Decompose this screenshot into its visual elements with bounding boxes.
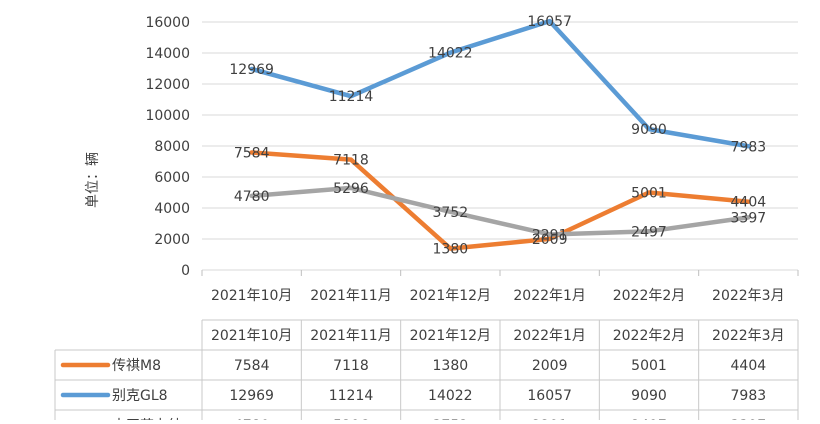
table-cell: 11214	[329, 388, 374, 404]
table-cell: 9090	[631, 388, 667, 404]
table-header-cell: 2022年2月	[613, 328, 686, 344]
y-tick-label: 8000	[154, 139, 190, 155]
data-label: 7983	[731, 139, 767, 155]
table-cell: 16057	[527, 388, 572, 404]
table-cell: 14022	[428, 388, 473, 404]
y-tick-label: 0	[181, 263, 190, 279]
table-cell: 1380	[433, 358, 469, 374]
data-label: 3752	[433, 205, 469, 221]
series-line-3	[249, 185, 751, 237]
table-header-cell: 2021年10月	[211, 328, 292, 344]
table-cell: 5001	[631, 358, 667, 374]
table-header-cell: 2022年1月	[513, 328, 586, 344]
table-cell: 2009	[532, 358, 568, 374]
table-cell: 12969	[229, 388, 274, 404]
y-tick-label: 4000	[154, 201, 190, 217]
y-tick-label: 6000	[154, 170, 190, 186]
table-header-cell: 2021年11月	[310, 328, 391, 344]
x-tick-label: 2021年12月	[410, 288, 491, 304]
data-label: 2291	[532, 227, 568, 243]
table-cell: 7584	[234, 358, 270, 374]
data-label: 14022	[428, 46, 473, 62]
data-label: 5296	[333, 181, 369, 197]
table-header-cell: 2021年12月	[410, 328, 491, 344]
table-cell: 7118	[333, 358, 369, 374]
data-label: 7118	[333, 153, 369, 169]
series-line-2	[249, 18, 751, 149]
data-label: 7584	[234, 145, 270, 161]
x-tick-label: 2022年2月	[613, 288, 686, 304]
table-cell: 4404	[731, 358, 767, 374]
data-label: 16057	[527, 14, 572, 30]
legend-label: 别克GL8	[112, 388, 168, 404]
y-tick-label: 12000	[145, 77, 190, 93]
y-tick-label: 16000	[145, 15, 190, 31]
table-header-cell: 2022年3月	[712, 328, 785, 344]
series-line-1	[249, 150, 751, 251]
data-label: 4404	[731, 195, 767, 211]
data-label: 9090	[631, 122, 667, 138]
y-tick-label: 10000	[145, 108, 190, 124]
data-label: 1380	[433, 242, 469, 258]
y-axis-title: 单位：辆	[85, 152, 101, 208]
x-tick-label: 2021年10月	[211, 288, 292, 304]
x-tick-label: 2022年3月	[712, 288, 785, 304]
data-label: 11214	[329, 89, 374, 105]
data-label: 2009	[532, 232, 568, 248]
data-label: 4780	[234, 189, 270, 205]
x-tick-label: 2021年11月	[310, 288, 391, 304]
data-label: 2497	[631, 224, 667, 240]
y-tick-label: 2000	[154, 232, 190, 248]
x-tick-label: 2022年1月	[513, 288, 586, 304]
data-label: 3397	[731, 210, 767, 226]
data-label: 5001	[631, 185, 667, 201]
data-label: 12969	[229, 62, 274, 78]
y-tick-label: 14000	[145, 46, 190, 62]
table-cell: 7983	[731, 388, 767, 404]
legend-label: 传祺M8	[112, 358, 161, 374]
